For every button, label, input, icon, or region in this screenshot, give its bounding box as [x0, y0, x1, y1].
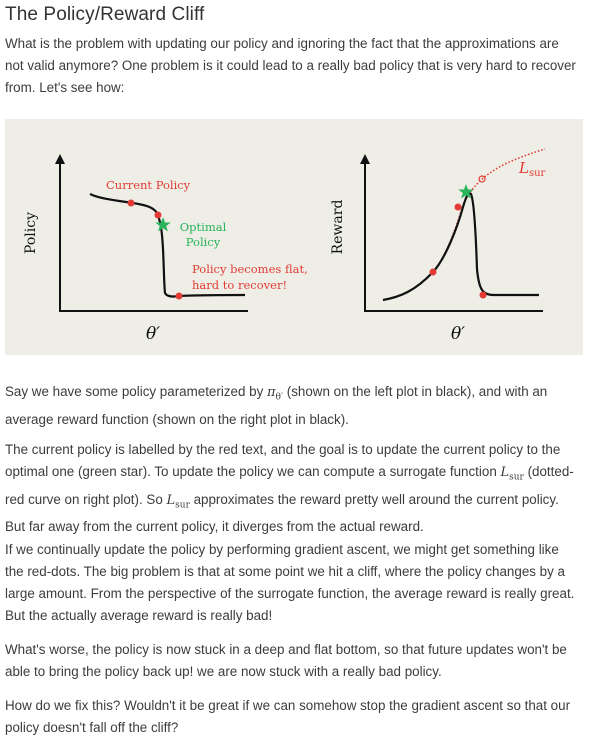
p2-text-a: The current policy is labelled by the re… — [5, 442, 561, 479]
section-heading: The Policy/Reward Cliff — [5, 4, 205, 25]
figure-svg: Policy θ′ Current Policy Optimal Policy … — [23, 148, 546, 344]
left-ylabel: Policy — [23, 212, 39, 254]
optimal-policy-label-line2: Policy — [186, 235, 221, 249]
surrogate-step-dot-1 — [429, 268, 437, 276]
intro-paragraph: What is the problem with updating our po… — [5, 36, 576, 95]
lsur-math-symbol-2: Lsur — [166, 492, 190, 511]
next-policy-dot — [154, 211, 162, 219]
p1-text-b: (shown on the left plot in black), and w… — [5, 384, 548, 427]
left-xlabel: θ′ — [146, 324, 160, 344]
lsur-math-sub-2: sur — [175, 500, 190, 511]
flat-policy-label-line2: hard to recover! — [192, 278, 287, 292]
flat-policy-label-line1: Policy becomes flat, — [192, 262, 308, 276]
policy-math-pi: π — [267, 385, 276, 400]
surrogate-label-sub: sur — [529, 168, 546, 179]
p1-text-a: Say we have some policy parameterized by — [5, 384, 267, 399]
paragraph-1: Say we have some policy parameterized by… — [5, 381, 581, 431]
current-policy-label: Current Policy — [106, 178, 191, 192]
lsur-math-symbol-1: Lsur — [500, 465, 524, 483]
right-plot: Reward θ′ Lsur — [330, 148, 546, 344]
optimal-reward-star-icon — [458, 184, 474, 199]
surrogate-step-dot-2 — [454, 203, 462, 211]
optimal-policy-star-icon — [155, 217, 171, 232]
current-policy-dot — [127, 199, 135, 207]
right-xlabel: θ′ — [451, 324, 465, 344]
policy-reward-cliff-figure: Policy θ′ Current Policy Optimal Policy … — [5, 119, 583, 355]
flat-policy-dot — [175, 292, 183, 300]
policy-math-sub: θ′ — [275, 392, 284, 403]
p2-text-c: approximates the reward pretty well arou… — [5, 491, 559, 535]
surrogate-open-point — [478, 175, 486, 183]
left-plot: Policy θ′ Current Policy Optimal Policy … — [23, 154, 308, 344]
optimal-policy-label-line1: Optimal — [180, 220, 227, 234]
surrogate-label-main: L — [518, 159, 529, 177]
paragraph-4: What's worse, the policy is now stuck in… — [5, 642, 567, 679]
lsur-math-sub-1: sur — [509, 472, 524, 483]
paragraph-5: How do we fix this? Wouldn't it be great… — [5, 698, 571, 735]
lsur-math-l-1: L — [500, 465, 510, 480]
paragraph-2: The current policy is labelled by the re… — [5, 439, 581, 538]
surrogate-step-dot-3 — [479, 291, 487, 299]
lsur-math-l-2: L — [166, 492, 176, 508]
right-ylabel: Reward — [330, 200, 346, 255]
p2-text-b: (dotted-red curve on right plot). So — [5, 464, 574, 507]
paragraph-3: If we continually update the policy by p… — [5, 542, 575, 623]
surrogate-label: Lsur — [518, 159, 546, 179]
policy-math-symbol: πθ′ — [267, 385, 284, 403]
